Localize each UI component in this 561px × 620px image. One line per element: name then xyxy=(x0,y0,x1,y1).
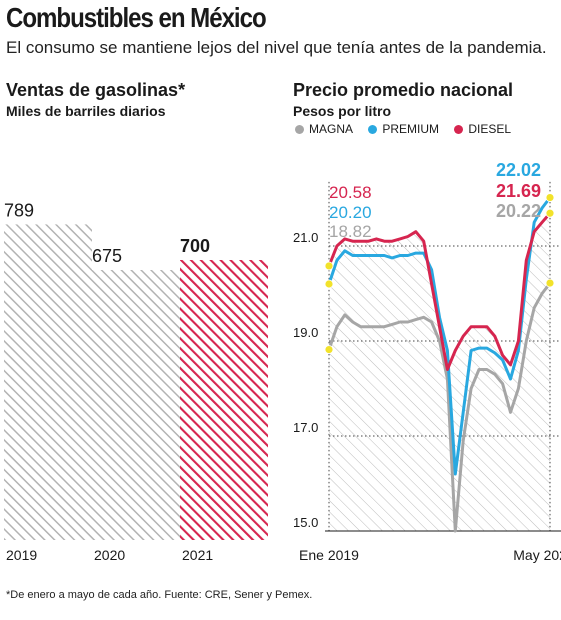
magna-end-marker xyxy=(545,278,555,288)
sales-category-label-2019: 2019 xyxy=(6,547,37,563)
diesel-legend-dot xyxy=(454,124,464,134)
price-y-tick-label: 17.0 xyxy=(293,420,318,435)
price-y-tick-label: 15.0 xyxy=(293,515,318,530)
chart-subtitle: El consumo se mantiene lejos del nivel q… xyxy=(6,38,547,57)
diesel-start-marker xyxy=(324,261,334,271)
price-x-tick-end: May 2021 xyxy=(513,547,561,563)
premium-end-label: 22.02 xyxy=(496,160,541,180)
premium-start-marker xyxy=(324,279,334,289)
sales-bar-chart: 789 2019 675 2020 700 2021 xyxy=(4,200,268,563)
price-panel-title: Precio promedio nacional xyxy=(293,80,514,100)
sales-bar-2019 xyxy=(4,224,92,540)
legend-label-diesel: DIESEL xyxy=(468,122,512,136)
footnote: *De enero a mayo de cada año. Fuente: CR… xyxy=(6,589,313,601)
sales-category-label-2021: 2021 xyxy=(182,547,213,563)
sales-value-label-2020: 675 xyxy=(92,246,122,266)
series-line-magna xyxy=(327,282,552,533)
sales-bar-2020 xyxy=(92,270,180,540)
diesel-end-label: 21.69 xyxy=(496,181,541,201)
legend-item-premium: PREMIUM xyxy=(368,122,439,136)
price-legend: MAGNA PREMIUM DIESEL xyxy=(295,122,523,137)
sales-value-label-2021: 700 xyxy=(180,236,210,256)
sales-value-label-2019: 789 xyxy=(4,200,34,220)
price-y-tick-label: 19.0 xyxy=(293,325,318,340)
price-panel-subtitle: Pesos por litro xyxy=(293,103,392,119)
magna-legend-dot xyxy=(295,124,304,134)
legend-label-magna: MAGNA xyxy=(309,122,354,136)
sales-bar-2021 xyxy=(180,260,268,540)
magna-start-label: 18.82 xyxy=(329,222,372,241)
legend-label-premium: PREMIUM xyxy=(382,122,440,136)
diesel-start-label: 20.58 xyxy=(329,183,372,202)
series-line-premium xyxy=(327,196,552,476)
price-x-tick-start: Ene 2019 xyxy=(299,547,359,563)
magna-start-marker xyxy=(324,345,334,354)
legend-item-diesel: DIESEL xyxy=(454,122,511,136)
price-hatched-area xyxy=(329,213,550,531)
diesel-end-marker xyxy=(545,208,555,218)
series-line-diesel xyxy=(327,212,552,371)
premium-end-marker xyxy=(545,193,555,202)
sales-panel-subtitle: Miles de barriles diarios xyxy=(6,103,166,119)
price-y-tick-label: 21.0 xyxy=(293,230,318,245)
premium-legend-dot xyxy=(368,124,378,134)
sales-panel-title: Ventas de gasolinas* xyxy=(6,80,186,100)
legend-item-magna: MAGNA xyxy=(295,122,353,136)
magna-end-label: 20.22 xyxy=(496,201,541,221)
sales-category-label-2020: 2020 xyxy=(94,547,125,563)
chart-title: Combustibles en México xyxy=(6,2,267,33)
premium-start-label: 20.20 xyxy=(329,203,372,222)
